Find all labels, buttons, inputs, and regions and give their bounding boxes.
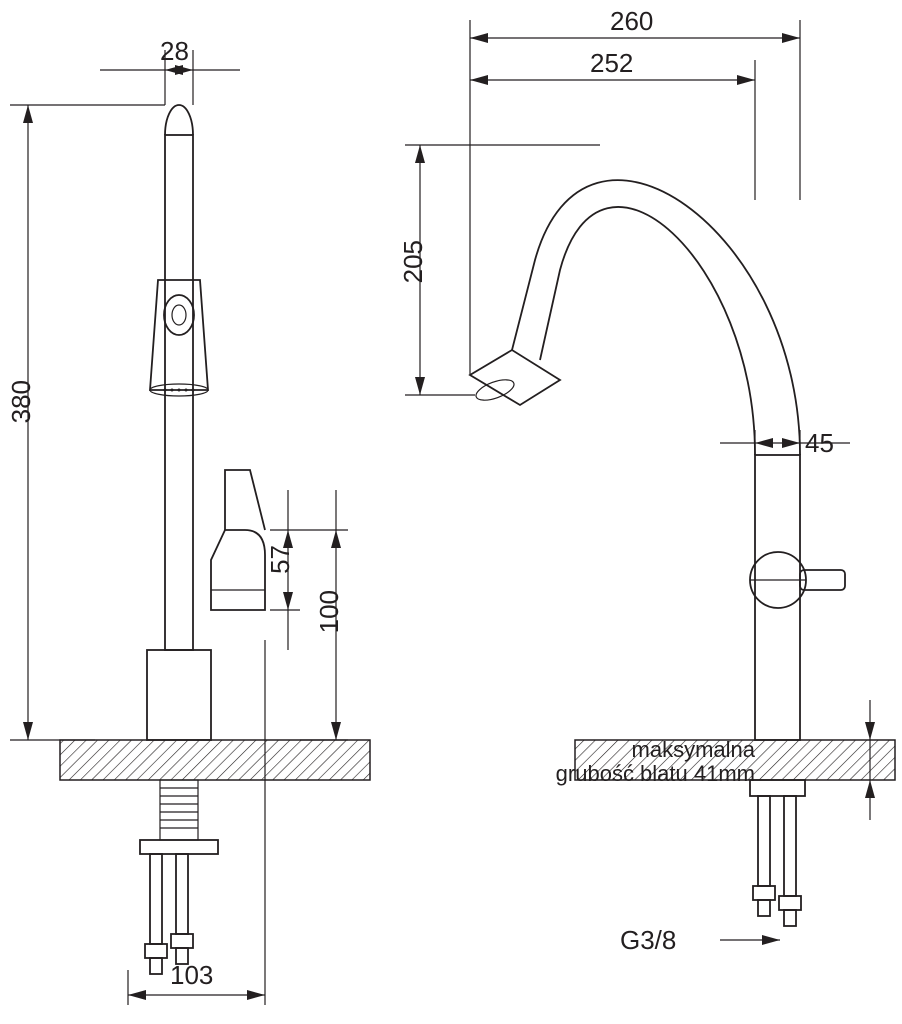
drawing-stage: 380 28 57 100 103 260 252 205 45 G3/8 ma… <box>0 0 902 1024</box>
drawing-svg <box>0 0 902 1024</box>
dim-57: 57 <box>265 545 296 574</box>
dim-260: 260 <box>610 6 653 37</box>
note-line1: maksymalna <box>632 737 755 762</box>
dim-28: 28 <box>160 36 189 67</box>
thread-label: G3/8 <box>620 925 676 956</box>
dim-205: 205 <box>398 240 429 283</box>
dim-100: 100 <box>314 590 345 633</box>
dim-380: 380 <box>6 380 37 423</box>
deck-thickness-note: maksymalna grubość blatu 41mm <box>555 738 755 786</box>
front-view <box>10 50 370 1005</box>
dim-45: 45 <box>805 428 834 459</box>
dim-252: 252 <box>590 48 633 79</box>
dim-103: 103 <box>170 960 213 991</box>
side-view <box>405 20 895 945</box>
note-line2: grubość blatu 41mm <box>556 761 755 786</box>
